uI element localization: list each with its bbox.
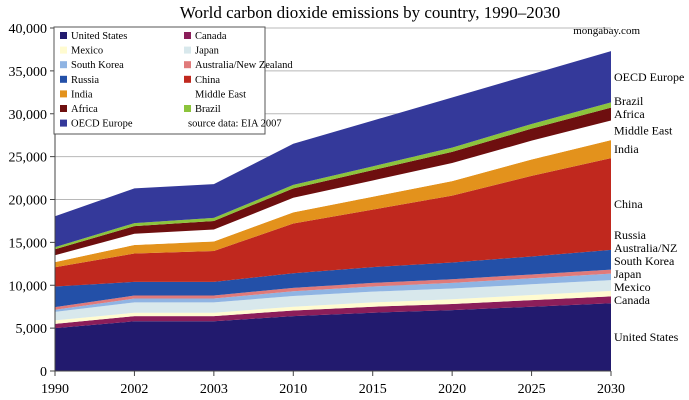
area-oecd-europe (55, 51, 611, 248)
chart-title: World carbon dioxide emissions by countr… (180, 3, 560, 22)
y-tick-label: 15,000 (9, 236, 48, 251)
x-tick-label: 1990 (41, 382, 69, 397)
y-tick-label: 0 (40, 365, 47, 380)
end-label: South Korea (614, 254, 675, 268)
x-tick-label: 2003 (200, 382, 228, 397)
area-china (55, 158, 611, 287)
legend-label: United States (71, 31, 127, 42)
x-tick-label: 2025 (518, 382, 546, 397)
area-canada (55, 296, 611, 329)
end-label: Africa (614, 107, 645, 121)
end-label: Mexico (614, 280, 651, 294)
legend-swatch (60, 46, 67, 54)
y-tick-label: 5,000 (16, 322, 48, 337)
y-tick-label: 35,000 (9, 65, 48, 80)
area-japan (55, 280, 611, 321)
y-tick-label: 10,000 (9, 279, 48, 294)
credit-text: mongabay.com (573, 25, 640, 37)
legend-label: Russia (71, 75, 99, 86)
end-label: Middle East (614, 123, 673, 137)
x-tick-label: 2015 (359, 382, 387, 397)
area-russia (55, 249, 611, 308)
x-tick-label: 2030 (597, 382, 625, 397)
end-label: OECD Europe (614, 70, 684, 84)
x-tick-label: 2002 (120, 382, 148, 397)
area-africa (55, 107, 611, 256)
legend-swatch (60, 119, 67, 127)
legend-box (53, 26, 266, 135)
end-label: Russia (614, 228, 647, 242)
legend-label: OECD Europe (71, 119, 133, 130)
y-tick-label: 30,000 (9, 108, 48, 123)
area-brazil (55, 102, 611, 250)
legend-label: Africa (71, 104, 98, 115)
x-tick-label: 2010 (279, 382, 307, 397)
legend-label: Middle East (195, 89, 246, 100)
area-south-korea (55, 273, 611, 312)
y-tick-label: 25,000 (9, 151, 48, 166)
end-label: Canada (614, 293, 651, 307)
y-tick-label: 40,000 (9, 22, 48, 37)
legend-label: India (71, 89, 93, 100)
legend-swatch (60, 32, 67, 39)
end-label: China (614, 197, 643, 211)
legend-label: China (195, 75, 220, 86)
legend-swatch (184, 90, 191, 98)
legend-swatch (184, 61, 191, 69)
legend-swatch (184, 46, 191, 54)
y-tick-label: 20,000 (9, 194, 48, 209)
legend-swatch (60, 105, 67, 112)
legend-label: South Korea (71, 60, 124, 71)
legend-label: Brazil (195, 104, 221, 115)
legend-label: Australia/New Zealand (195, 60, 293, 71)
legend-swatch (60, 90, 67, 98)
end-label: Australia/NZ (614, 241, 677, 255)
end-label: Japan (614, 267, 641, 281)
legend-swatch (184, 105, 191, 112)
end-label: United States (614, 330, 679, 344)
area-united-states (55, 303, 611, 371)
legend-swatch (184, 32, 191, 39)
area-australia-new-zealand (55, 269, 611, 310)
end-label: India (614, 142, 639, 156)
x-tick-label: 2020 (438, 382, 466, 397)
legend-label: Mexico (71, 46, 103, 57)
legend-swatch (60, 61, 67, 69)
legend-swatch (60, 75, 67, 83)
area-india (55, 140, 611, 268)
source-note: source data: EIA 2007 (188, 119, 282, 130)
legend-swatch (184, 75, 191, 83)
legend-label: Canada (195, 31, 227, 42)
area-mexico (55, 290, 611, 324)
legend-label: Japan (195, 46, 220, 57)
area-middle-east (55, 120, 611, 263)
end-label: Brazil (614, 94, 644, 108)
